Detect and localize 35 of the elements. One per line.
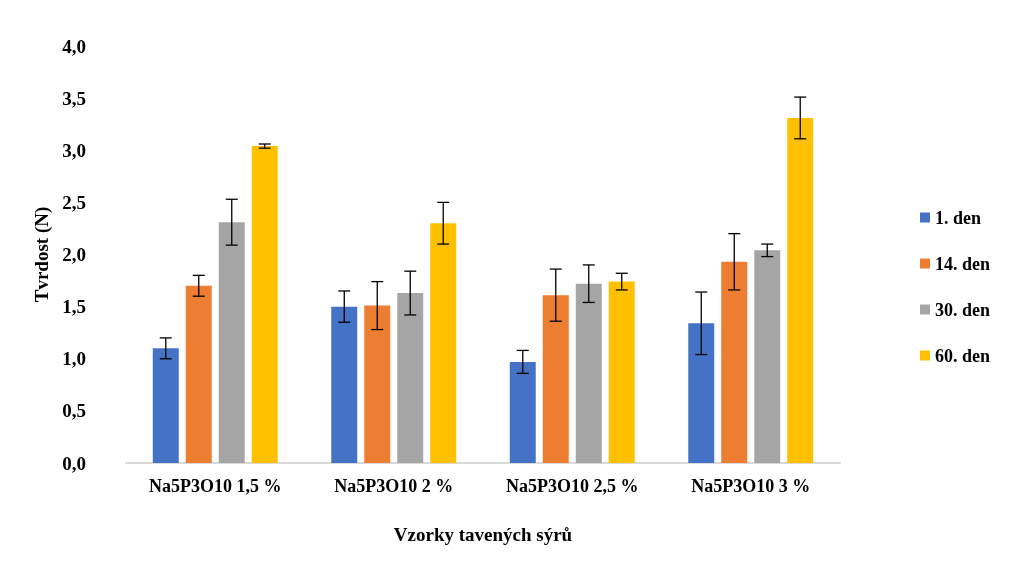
bar: [185, 285, 212, 463]
legend-label: 1. den: [934, 207, 981, 228]
bar: [575, 283, 602, 463]
bar: [509, 361, 536, 463]
legend-label: 30. den: [934, 299, 990, 320]
y-tick-label: 0,5: [62, 400, 86, 422]
legend-label: 14. den: [934, 253, 990, 274]
bar: [688, 323, 715, 463]
bar: [331, 306, 358, 463]
bar: [397, 293, 424, 463]
y-tick-label: 1,0: [62, 348, 86, 370]
x-tick-label: Na5P3O10 2 %: [334, 476, 454, 496]
bar: [608, 281, 635, 463]
y-tick-label: 3,5: [62, 87, 86, 109]
x-tick-label: Na5P3O10 1,5 %: [149, 476, 282, 496]
bar: [218, 222, 245, 463]
y-tick-label: 4,0: [62, 35, 86, 57]
bar: [251, 146, 278, 463]
y-tick-label: 3,0: [62, 139, 86, 161]
legend-label: 60. den: [934, 345, 990, 366]
bar: [721, 261, 748, 463]
y-axis-title: Tvrdost (N): [31, 206, 54, 303]
bar: [542, 295, 569, 463]
y-tick-label: 1,5: [62, 296, 86, 318]
bar: [364, 305, 391, 463]
bar: [787, 117, 814, 463]
y-tick-label: 2,0: [62, 244, 86, 265]
y-tick-label: 2,5: [62, 191, 86, 213]
bar: [430, 223, 457, 463]
x-axis-title: Vzorky tavených sýrů: [393, 524, 573, 545]
x-tick-label: Na5P3O10 2,5 %: [506, 476, 639, 496]
y-tick-label: 0,0: [62, 452, 86, 474]
bar: [152, 348, 179, 463]
bar: [754, 250, 781, 463]
x-tick-label: Na5P3O10 3 %: [691, 476, 811, 496]
